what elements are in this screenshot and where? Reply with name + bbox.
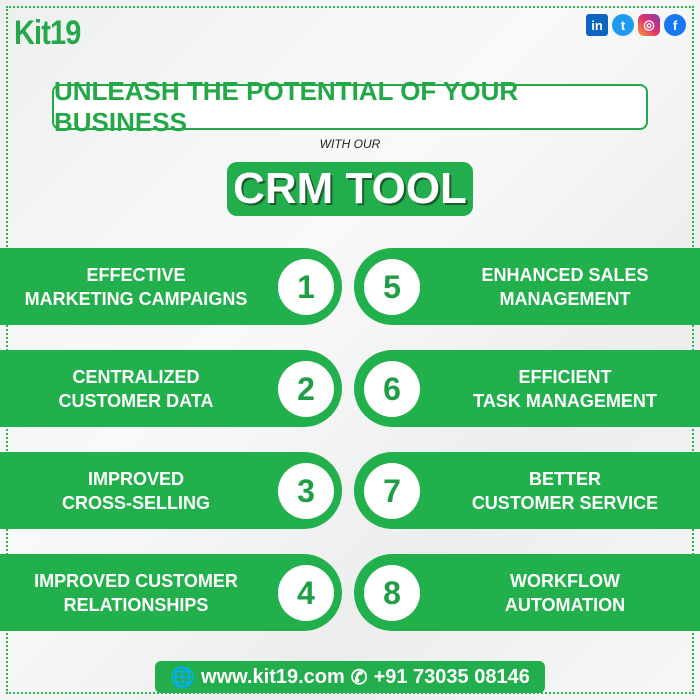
feature-1: EFFECTIVE MARKETING CAMPAIGNS 1 <box>0 248 342 325</box>
feature-line1: BETTER <box>529 468 601 489</box>
feature-8: WORKFLOW AUTOMATION 8 <box>354 554 700 631</box>
feature-line2: CROSS-SELLING <box>61 492 210 513</box>
contact-bar: 🌐 www.kit19.com ✆ +91 73035 08146 <box>155 661 545 693</box>
feature-line2: CUSTOMER DATA <box>58 390 214 411</box>
feature-label: EFFECTIVE MARKETING CAMPAIGNS <box>25 263 248 311</box>
social-icons: in t ◎ f <box>586 14 686 36</box>
feature-line1: CENTRALIZED <box>72 366 200 387</box>
feature-number: 4 <box>278 564 334 621</box>
feature-label: WORKFLOW AUTOMATION <box>505 569 625 617</box>
headline: UNLEASH THE POTENTIAL OF YOUR BUSINESS <box>52 76 648 137</box>
feature-number: 5 <box>364 258 420 315</box>
feature-label: ENHANCED SALES MANAGEMENT <box>481 263 648 311</box>
facebook-icon[interactable]: f <box>664 14 686 36</box>
linkedin-icon[interactable]: in <box>586 14 608 36</box>
feature-label: IMPROVED CROSS-SELLING <box>62 467 210 515</box>
feature-number: 7 <box>364 462 420 519</box>
globe-icon: 🌐 <box>170 666 196 689</box>
feature-2: CENTRALIZED CUSTOMER DATA 2 <box>0 350 342 427</box>
feature-line2: MANAGEMENT <box>499 288 631 309</box>
feature-number: 3 <box>278 462 334 519</box>
phone-number[interactable]: +91 73035 08146 <box>373 665 530 688</box>
feature-7: BETTER CUSTOMER SERVICE 7 <box>354 452 700 529</box>
instagram-icon[interactable]: ◎ <box>638 14 660 36</box>
feature-label: EFFICIENT TASK MANAGEMENT <box>473 365 657 413</box>
feature-line2: RELATIONSHIPS <box>63 594 209 615</box>
feature-line1: EFFECTIVE <box>86 264 186 285</box>
feature-line2: AUTOMATION <box>504 594 626 615</box>
feature-4: IMPROVED CUSTOMER RELATIONSHIPS 4 <box>0 554 342 631</box>
feature-6: EFFICIENT TASK MANAGEMENT 6 <box>354 350 700 427</box>
feature-line2: CUSTOMER SERVICE <box>471 492 659 513</box>
feature-line1: IMPROVED <box>87 468 184 489</box>
feature-5: ENHANCED SALES MANAGEMENT 5 <box>354 248 700 325</box>
feature-number: 8 <box>364 564 420 621</box>
feature-line2: TASK MANAGEMENT <box>473 390 657 411</box>
feature-line2: MARKETING CAMPAIGNS <box>24 288 248 309</box>
feature-line1: ENHANCED SALES <box>481 264 649 285</box>
kit19-logo: Kit19 <box>14 14 81 52</box>
twitter-icon[interactable]: t <box>612 14 634 36</box>
crm-title: CRM TOOL <box>227 162 473 216</box>
phone-icon: ✆ <box>350 666 368 689</box>
feature-label: BETTER CUSTOMER SERVICE <box>472 467 658 515</box>
feature-3: IMPROVED CROSS-SELLING 3 <box>0 452 342 529</box>
feature-label: IMPROVED CUSTOMER RELATIONSHIPS <box>34 569 238 617</box>
feature-label: CENTRALIZED CUSTOMER DATA <box>59 365 214 413</box>
feature-line1: WORKFLOW <box>510 570 620 591</box>
feature-line1: EFFICIENT <box>518 366 612 387</box>
feature-number: 1 <box>278 258 334 315</box>
website-link[interactable]: www.kit19.com <box>201 665 345 688</box>
feature-number: 2 <box>278 360 334 417</box>
subline: WITH OUR <box>319 137 381 151</box>
feature-line1: IMPROVED CUSTOMER <box>34 570 238 591</box>
feature-number: 6 <box>364 360 420 417</box>
